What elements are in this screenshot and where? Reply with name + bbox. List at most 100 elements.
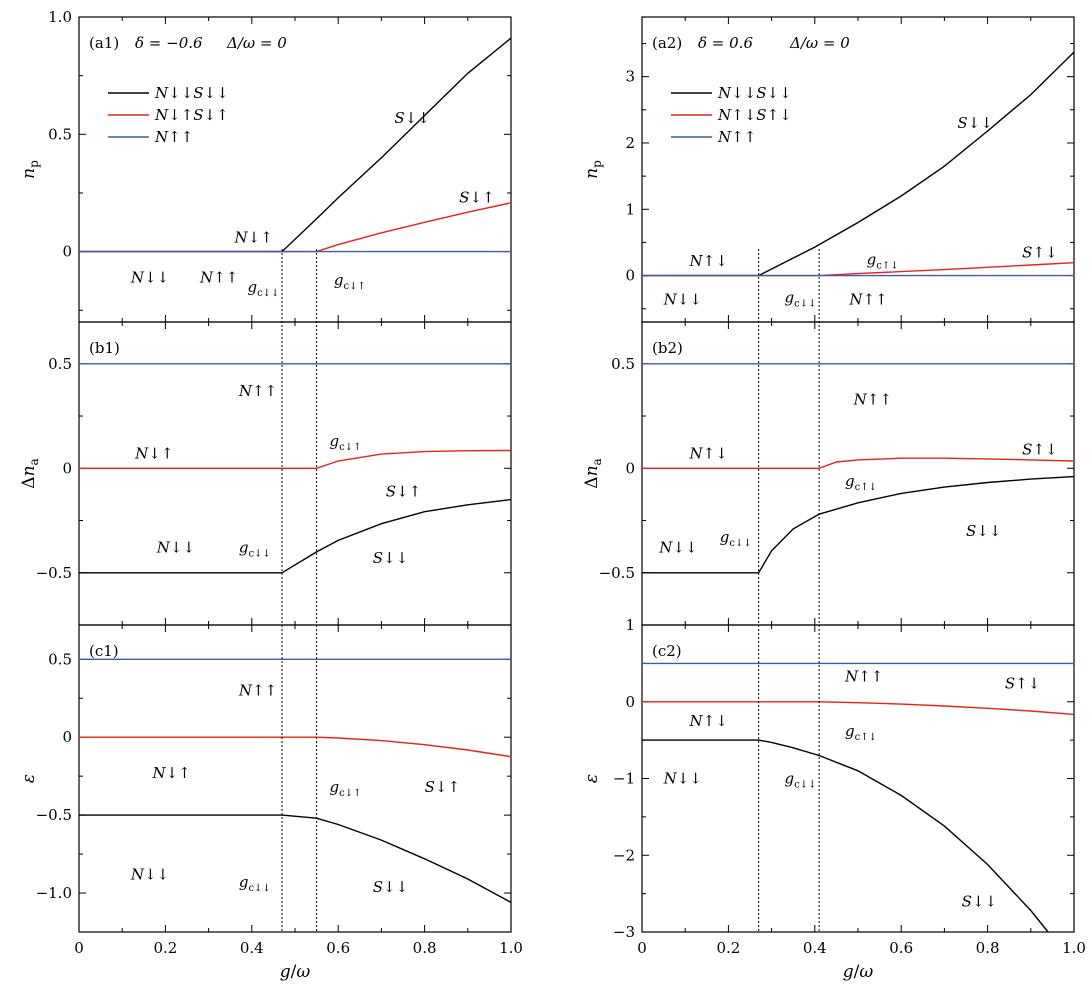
label-span: ↑↓ [1032, 440, 1057, 458]
label-span: g [334, 271, 344, 289]
annotation-label: N↑↑ [848, 290, 887, 308]
annotation-label: S↑↓ [1022, 440, 1057, 458]
label-span: ↑↓ [703, 712, 728, 730]
legend-entry: N↓↓S↓↓ [717, 84, 792, 102]
label-span: g [330, 432, 340, 450]
annotation-label: N↑↓ [689, 712, 728, 730]
label-subscript: c↓↓ [257, 288, 279, 299]
label-span: N [234, 229, 249, 247]
label-span: ↓↓ [383, 549, 408, 567]
annotation-label: S↑↓ [1022, 243, 1057, 261]
y-tick-label: −0.5 [36, 806, 72, 824]
y-tick-label: 0 [62, 728, 72, 746]
label-span: g [843, 962, 854, 982]
label-span: N [844, 667, 859, 685]
label-span: ↑↓ [703, 445, 728, 463]
label-span: g [785, 288, 795, 306]
annotation-label: N↓↑ [234, 229, 273, 247]
panel-title-part: Δ/ω = 0 [789, 34, 850, 52]
label-span: ε [582, 774, 602, 783]
label-subscript: c↓↓ [248, 549, 270, 560]
annotation-label: N↓↓ [663, 770, 702, 788]
x-tick-label: 0.2 [153, 939, 177, 957]
x-tick-label: 0.4 [240, 939, 264, 957]
x-tick-label: 1.0 [1062, 939, 1086, 957]
panel-label: (a1) [89, 34, 119, 52]
label-span: ↑↓ [1032, 243, 1057, 261]
label-span: ↑↓ [1015, 674, 1040, 692]
label-span: S [1022, 440, 1032, 458]
annotation-label: S↓↑ [425, 778, 460, 796]
series-line-black [79, 37, 512, 253]
y-tick-label: 0.5 [48, 125, 72, 143]
label-span: ↓↓ [144, 268, 169, 286]
y-axis-label-text: np [19, 160, 41, 179]
annotation-label: gc↓↓ [785, 770, 817, 791]
label-span: n [19, 168, 39, 179]
label-subscript: a [27, 458, 41, 465]
annotation-label: N↑↓ [689, 252, 728, 270]
label-subscript: p [590, 160, 604, 168]
panel-frame [641, 321, 1075, 626]
annotation-label: S↓↓ [394, 109, 429, 127]
y-axis-label: np [19, 160, 41, 179]
y-tick-label: 0 [625, 459, 635, 477]
panel-label: (b2) [652, 339, 683, 357]
label-span: S [394, 109, 404, 127]
annotation-label: N↓↓ [156, 539, 195, 557]
annotation-label: N↑↑ [238, 681, 277, 699]
y-tick-label: 0.5 [48, 650, 72, 668]
label-span: Δ [582, 476, 602, 488]
label-span: ↑↑ [867, 390, 892, 408]
annotation-label: gc↑↓ [845, 722, 877, 743]
label-span: g [239, 873, 249, 891]
label-span: g [280, 962, 291, 982]
x-tick-label: 0 [637, 939, 647, 957]
label-span: g [239, 539, 249, 557]
annotation-label: S↓↓ [373, 878, 408, 896]
panel-title-part: Δ/ω = 0 [226, 34, 287, 52]
annotation-label: S↓↓ [373, 549, 408, 567]
label-span: N [156, 539, 171, 557]
annotation-label: S↓↑ [386, 482, 421, 500]
label-span: ↑↓ [703, 252, 728, 270]
annotation-label: N↓↓ [658, 539, 697, 557]
legend-entry: N↑↓S↑↓ [717, 106, 792, 124]
label-span: N [658, 539, 673, 557]
label-span: g [720, 528, 730, 546]
label-span: g [867, 251, 877, 269]
label-span: N [134, 445, 149, 463]
y-tick-label: 0 [625, 267, 635, 285]
label-span: ↓↓ [170, 539, 195, 557]
annotation-label: gc↓↑ [330, 432, 362, 453]
x-tick-label: 0.6 [326, 939, 350, 957]
label-span: N [238, 681, 253, 699]
series-line-black [642, 475, 1075, 574]
x-tick-label: 0.8 [976, 939, 1000, 957]
label-span: ω [859, 962, 873, 982]
label-span: ↓↑ [469, 189, 494, 207]
label-span: S [373, 878, 383, 896]
legend-entry: N↓↑S↓↑ [154, 106, 229, 124]
series-line-red [79, 202, 512, 253]
x-tick-label: 0.8 [413, 939, 437, 957]
annotation-label: gc↓↓ [239, 539, 271, 560]
label-span: N [130, 865, 145, 883]
label-span: N [848, 290, 863, 308]
label-span: S [1005, 674, 1015, 692]
series-line-black [79, 814, 512, 904]
label-span: S [966, 522, 976, 540]
label-span: ω [296, 962, 310, 982]
y-axis-label: ε [582, 774, 602, 783]
label-span: ↓↓ [672, 539, 697, 557]
label-span: ↓↑ [248, 229, 273, 247]
y-tick-label: 0 [625, 693, 635, 711]
label-subscript: c↓↓ [794, 780, 816, 791]
panel-frame [78, 321, 512, 626]
label-span: N [238, 382, 253, 400]
series-line-red [642, 701, 1075, 716]
legend-entry: N↓↓S↓↓ [154, 84, 229, 102]
series-line-red [642, 457, 1075, 469]
